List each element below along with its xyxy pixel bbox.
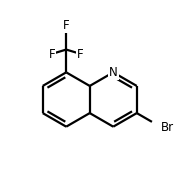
Text: Br: Br [161, 121, 174, 134]
Text: F: F [77, 48, 84, 61]
Text: F: F [63, 19, 70, 32]
Text: N: N [109, 66, 118, 79]
Text: F: F [49, 48, 55, 61]
